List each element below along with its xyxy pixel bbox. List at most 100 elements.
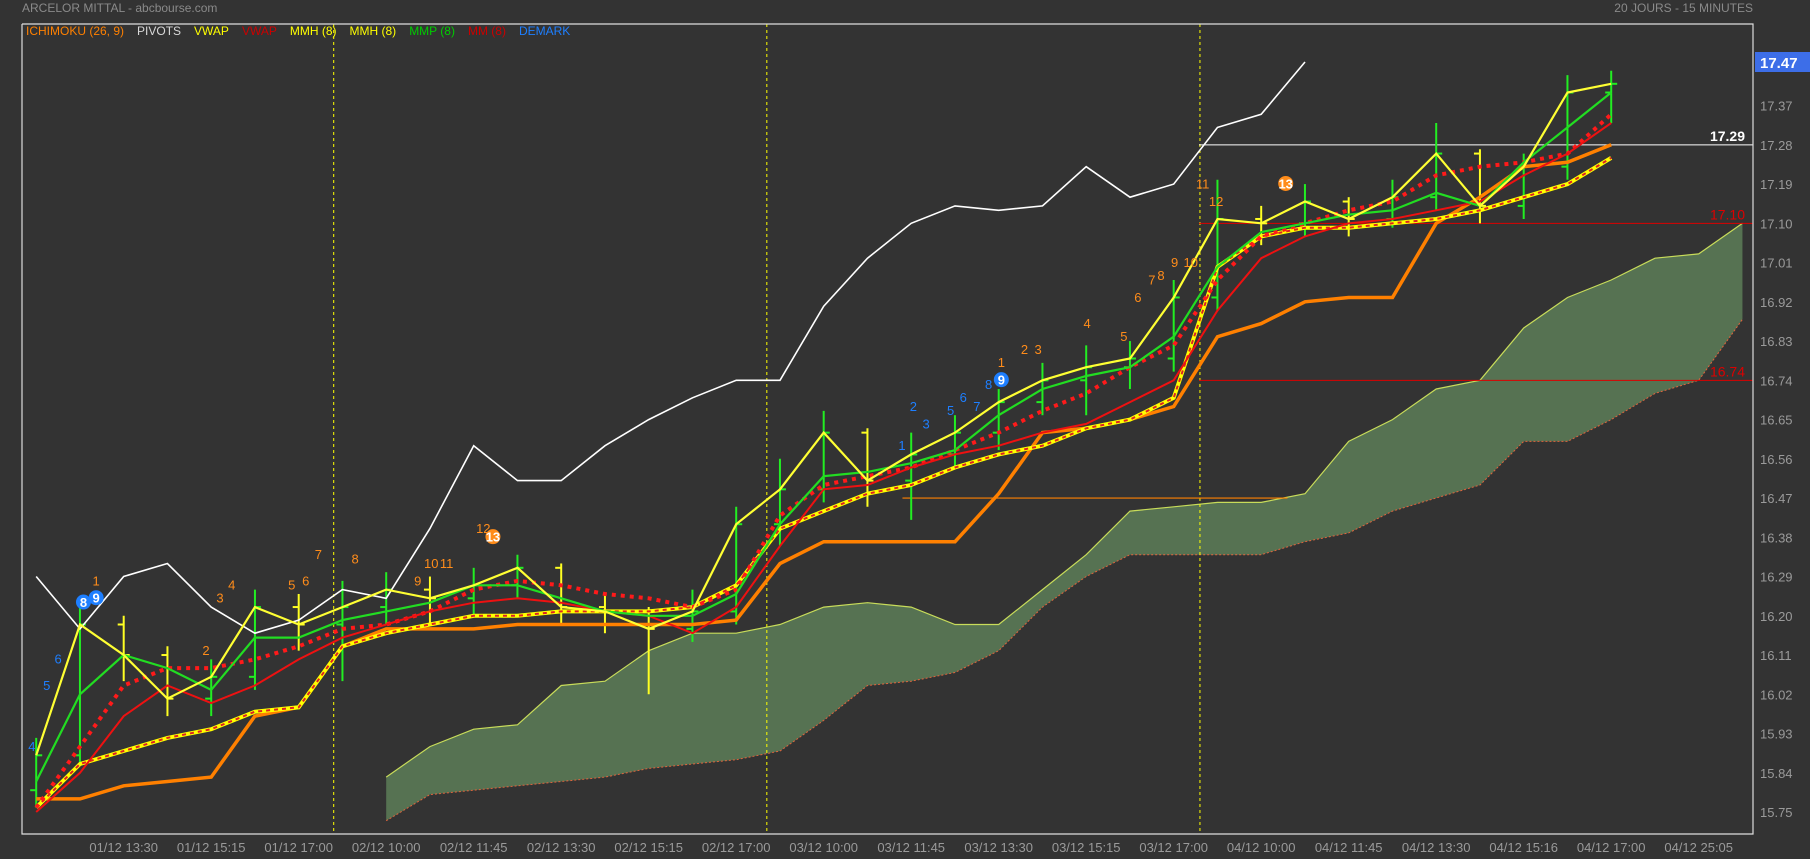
- period-label[interactable]: 20 JOURS - 15 MINUTES: [1614, 1, 1753, 15]
- demark-count: 9: [1171, 255, 1178, 270]
- demark-count: 4: [28, 739, 35, 754]
- x-tick-label: 02/12 17:00: [702, 840, 771, 855]
- x-tick-label: 04/12 25:05: [1664, 840, 1733, 855]
- demark-count: 9: [998, 373, 1005, 388]
- legend-item[interactable]: VWAP: [241, 24, 277, 38]
- x-tick-label: 04/12 10:00: [1227, 840, 1296, 855]
- level-label: 17.29: [1710, 128, 1745, 144]
- demark-count: 11: [1196, 176, 1210, 191]
- y-tick-label: 16.65: [1760, 413, 1793, 428]
- white-line: [35, 61, 1306, 635]
- demark-count: 4: [228, 578, 235, 593]
- ohlc-bar: [905, 432, 918, 520]
- level-label: 17.10: [1710, 206, 1745, 222]
- demark-count: 9: [414, 573, 421, 588]
- demark-count: 5: [288, 578, 295, 593]
- x-tick-label: 01/12 17:00: [264, 840, 333, 855]
- legend-item[interactable]: DEMARK: [518, 24, 571, 38]
- demark-count: 7: [315, 547, 322, 562]
- y-tick-label: 16.02: [1760, 687, 1793, 702]
- cloud-upper-line: [385, 222, 1743, 778]
- last-price-box: [1755, 52, 1810, 72]
- mmp-line: [35, 91, 1612, 782]
- y-tick-label: 16.29: [1760, 570, 1793, 585]
- ichimoku-cloud: [386, 223, 1743, 821]
- y-tick-label: 16.20: [1760, 609, 1793, 624]
- demark-count: 2: [202, 643, 209, 658]
- demark-count: 12: [1209, 194, 1223, 209]
- demark-count: 10: [424, 556, 438, 571]
- ohlc-bar: [117, 615, 130, 682]
- demark-count: 5: [43, 678, 50, 693]
- ohlc-bar: [948, 415, 961, 468]
- demark-count: 6: [54, 652, 61, 667]
- legend-item[interactable]: MMP (8): [409, 24, 455, 38]
- demark-count: 4: [1083, 316, 1090, 331]
- x-tick-label: 03/12 11:45: [877, 840, 945, 855]
- legend-item[interactable]: ICHIMOKU (26, 9): [26, 24, 125, 38]
- x-tick-label: 03/12 17:00: [1139, 840, 1208, 855]
- ohlc-bar: [1080, 345, 1093, 416]
- demark-count: 3: [922, 416, 929, 431]
- y-tick-label: 17.19: [1760, 177, 1793, 192]
- demark-count: 1: [898, 438, 905, 453]
- mmh-line: [35, 82, 1612, 756]
- x-tick-label: 02/12 15:15: [614, 840, 683, 855]
- legend-item[interactable]: PIVOTS: [137, 24, 182, 38]
- x-tick-label: 04/12 15:16: [1489, 840, 1558, 855]
- demark-count: 8: [985, 377, 992, 392]
- x-tick-label: 02/12 13:30: [527, 840, 596, 855]
- demark-count: 7: [1148, 272, 1155, 287]
- legend-item[interactable]: MMH (8): [349, 24, 397, 38]
- legend-item[interactable]: MMH (8): [289, 24, 337, 38]
- x-tick-label: 03/12 10:00: [789, 840, 858, 855]
- level-label: 16.74: [1710, 363, 1745, 379]
- x-tick-label: 01/12 15:15: [177, 840, 246, 855]
- ohlc-bar: [555, 563, 568, 625]
- ohlc-bar: [511, 554, 524, 599]
- demark-count: 10: [1184, 255, 1198, 270]
- ohlc-bar: [161, 646, 174, 717]
- plot-frame: [21, 23, 1754, 835]
- legend-item[interactable]: MM (8): [467, 24, 506, 38]
- demark-count: 8: [1157, 268, 1164, 283]
- demark-count: 5: [1120, 329, 1127, 344]
- x-tick-label: 03/12 15:15: [1052, 840, 1121, 855]
- demark-circle: [75, 594, 91, 610]
- demark-count: 3: [216, 591, 223, 606]
- demark-count: 13: [486, 530, 500, 545]
- mm-line: [35, 122, 1612, 813]
- demark-count: 8: [352, 551, 359, 566]
- demark-count: 9: [93, 591, 100, 606]
- y-tick-label: 17.10: [1760, 216, 1793, 231]
- x-tick-label: 02/12 10:00: [352, 840, 421, 855]
- ohlc-bar: [1167, 280, 1180, 372]
- x-tick-label: 04/12 13:30: [1402, 840, 1471, 855]
- y-tick-label: 16.92: [1760, 295, 1793, 310]
- demark-count: 7: [973, 399, 980, 414]
- demark-count: 1: [93, 573, 100, 588]
- y-tick-label: 16.11: [1760, 648, 1792, 663]
- y-tick-label: 16.56: [1760, 452, 1793, 467]
- x-tick-label: 04/12 17:00: [1577, 840, 1646, 855]
- demark-count: 2: [1021, 342, 1028, 357]
- y-tick-label: 17.01: [1760, 256, 1793, 271]
- demark-circle: [993, 372, 1009, 388]
- y-tick-label: 15.93: [1760, 727, 1793, 742]
- y-tick-label: 16.47: [1760, 491, 1793, 506]
- chart-title: ARCELOR MITTAL - abcbourse.com: [22, 1, 218, 15]
- y-tick-label: 17.28: [1760, 138, 1793, 153]
- demark-count: 1: [998, 355, 1005, 370]
- vwap-yellow-line-dash: [35, 157, 1612, 809]
- y-tick-label: 15.75: [1760, 805, 1793, 820]
- x-tick-label: 04/12 11:45: [1315, 840, 1383, 855]
- legend-item[interactable]: VWAP: [194, 24, 229, 38]
- y-tick-label: 16.38: [1760, 530, 1793, 545]
- demark-circle: [88, 590, 104, 606]
- ohlc-bar: [248, 589, 261, 690]
- y-tick-label: 17.37: [1760, 99, 1793, 114]
- demark-count: 2: [910, 399, 917, 414]
- indicator-legend: ICHIMOKU (26, 9) PIVOTS VWAP VWAP MMH (8) MMH…: [26, 24, 570, 38]
- y-tick-label: 16.74: [1760, 373, 1793, 388]
